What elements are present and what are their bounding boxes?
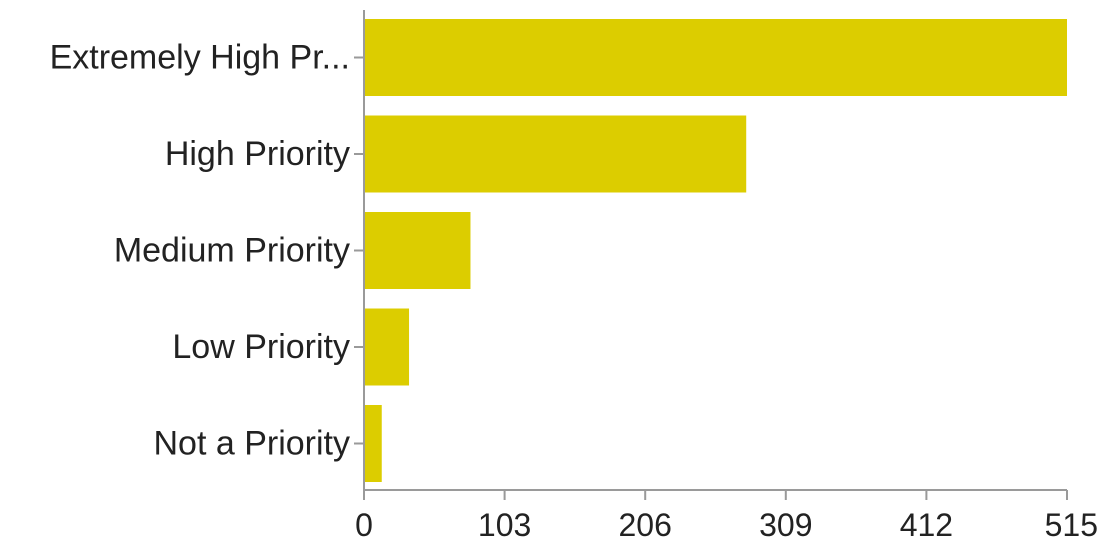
- category-label: Medium Priority: [114, 232, 350, 270]
- x-tick-label: 309: [759, 507, 812, 543]
- category-label: Low Priority: [172, 328, 350, 366]
- bars-layer: [364, 19, 1067, 482]
- bar: [364, 212, 471, 289]
- category-label: High Priority: [165, 135, 350, 173]
- bar: [364, 405, 382, 482]
- x-tick-label: 206: [619, 507, 672, 543]
- x-tick-label: 103: [478, 507, 531, 543]
- category-label: Extremely High Pr...: [50, 39, 350, 77]
- x-tick-label: 515: [1045, 507, 1098, 543]
- x-tick-label: 412: [900, 507, 953, 543]
- x-axis-ticks: 0 103 206 309 412 515: [355, 490, 1098, 543]
- bar: [364, 19, 1067, 96]
- category-label: Not a Priority: [154, 425, 351, 463]
- x-tick-label: 0: [355, 507, 373, 543]
- category-labels: Extremely High Pr... High Priority Medium …: [50, 39, 364, 463]
- bar: [364, 308, 410, 386]
- bar: [364, 115, 747, 193]
